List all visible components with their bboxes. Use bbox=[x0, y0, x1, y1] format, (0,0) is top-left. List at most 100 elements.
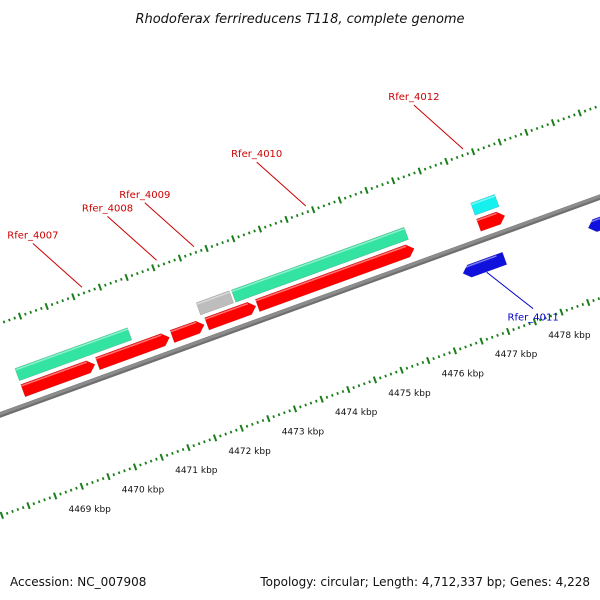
genome-backbone-shadow bbox=[0, 194, 600, 418]
outer-scale-minor-tick bbox=[247, 231, 251, 235]
scale-tick-label: 4477 kbp bbox=[495, 350, 538, 360]
inner-scale-minor-tick bbox=[304, 403, 307, 407]
inner-scale-minor-tick bbox=[544, 316, 547, 320]
inner-scale-major-tick bbox=[346, 385, 351, 394]
outer-scale-minor-tick bbox=[221, 241, 224, 245]
outer-scale-minor-tick bbox=[322, 204, 326, 208]
outer-scale-minor-tick bbox=[274, 221, 278, 225]
feature-highlight bbox=[170, 321, 197, 333]
outer-scale-minor-tick bbox=[386, 181, 390, 185]
feature-highlight bbox=[20, 361, 88, 387]
gene-label: Rfer_4009 bbox=[119, 190, 170, 201]
inner-scale-minor-tick bbox=[549, 314, 553, 318]
inner-scale-minor-tick bbox=[48, 496, 52, 500]
inner-scale-minor-tick bbox=[357, 384, 361, 388]
inner-scale-minor-tick bbox=[368, 380, 371, 384]
inner-scale-minor-tick bbox=[112, 473, 116, 477]
inner-scale-minor-tick bbox=[32, 502, 36, 506]
accession-text: Accession: NC_007908 bbox=[10, 575, 146, 589]
inner-scale-minor-tick bbox=[309, 401, 313, 405]
outer-scale-minor-tick bbox=[455, 155, 459, 160]
inner-scale-minor-tick bbox=[272, 415, 275, 419]
inner-scale-minor-tick bbox=[405, 366, 409, 370]
outer-scale-major-tick bbox=[337, 196, 342, 204]
outer-scale-major-tick bbox=[151, 264, 156, 272]
inner-scale-minor-tick bbox=[16, 507, 20, 512]
inner-scale-minor-tick bbox=[448, 351, 451, 355]
inner-scale-minor-tick bbox=[325, 395, 329, 399]
feature-cds-body bbox=[204, 301, 257, 331]
inner-scale-major-tick bbox=[79, 482, 84, 490]
inner-scale-minor-tick bbox=[197, 442, 201, 446]
outer-scale-minor-tick bbox=[109, 281, 112, 285]
feature-gene-body bbox=[14, 327, 133, 382]
outer-scale-minor-tick bbox=[434, 163, 438, 167]
outer-scale-major-tick bbox=[417, 167, 422, 175]
feature-highlight bbox=[255, 245, 407, 302]
feature-cds-body bbox=[169, 320, 205, 343]
inner-scale-minor-tick bbox=[208, 438, 212, 442]
inner-scale-major-tick bbox=[132, 463, 138, 471]
outer-scale-minor-tick bbox=[215, 243, 219, 247]
gene-label-leader bbox=[413, 104, 464, 150]
outer-scale-major-tick bbox=[124, 273, 129, 282]
outer-scale-minor-tick bbox=[349, 194, 352, 198]
feature-cds-body bbox=[254, 244, 415, 312]
inner-scale-minor-tick bbox=[331, 393, 334, 397]
inner-scale-minor-tick bbox=[341, 389, 345, 394]
inner-scale-major-tick bbox=[186, 443, 191, 452]
inner-scale-minor-tick bbox=[490, 335, 494, 339]
scale-tick-label: 4469 kbp bbox=[68, 505, 111, 515]
inner-scale-minor-tick bbox=[251, 422, 254, 426]
gene-label-leader bbox=[486, 271, 534, 310]
scale-tick-label: 4478 kbp bbox=[548, 331, 591, 341]
inner-scale-major-tick bbox=[53, 492, 58, 500]
gene-label-leader bbox=[256, 161, 307, 207]
outer-scale-minor-tick bbox=[541, 125, 544, 129]
inner-scale-minor-tick bbox=[245, 424, 249, 428]
inner-scale-minor-tick bbox=[192, 444, 196, 448]
outer-scale-minor-tick bbox=[77, 293, 80, 297]
feature-highlight bbox=[586, 217, 600, 224]
outer-scale-minor-tick bbox=[146, 268, 150, 272]
outer-scale-minor-tick bbox=[93, 287, 96, 291]
outer-scale-minor-tick bbox=[567, 115, 571, 119]
inner-scale-minor-tick bbox=[394, 370, 398, 374]
inner-scale-major-tick bbox=[0, 511, 4, 519]
outer-scale-minor-tick bbox=[141, 270, 144, 274]
outer-scale-minor-tick bbox=[162, 262, 166, 266]
feature-gene-body bbox=[230, 226, 409, 303]
inner-scale-minor-tick bbox=[256, 420, 259, 424]
feature-gene-body bbox=[470, 194, 500, 216]
inner-scale-minor-tick bbox=[336, 391, 339, 395]
inner-scale-minor-tick bbox=[229, 430, 233, 434]
summary-text: Topology: circular; Length: 4,712,337 bp… bbox=[259, 575, 590, 589]
outer-scale-major-tick bbox=[177, 254, 183, 262]
feature-highlight bbox=[204, 302, 249, 320]
inner-scale-major-tick bbox=[532, 318, 537, 326]
inner-scale-minor-tick bbox=[277, 413, 281, 417]
inner-scale-minor-tick bbox=[11, 509, 14, 513]
scale-tick-label: 4475 kbp bbox=[388, 389, 431, 399]
gene-label: Rfer_4010 bbox=[231, 149, 282, 160]
inner-scale-minor-tick bbox=[512, 328, 515, 332]
inner-scale-minor-tick bbox=[43, 498, 46, 502]
feature-highlight bbox=[461, 255, 497, 270]
gene-label-leader bbox=[144, 202, 195, 248]
inner-scale-minor-tick bbox=[139, 463, 142, 467]
inner-scale-minor-tick bbox=[522, 324, 526, 328]
outer-scale-minor-tick bbox=[375, 184, 379, 189]
outer-scale-minor-tick bbox=[429, 165, 432, 169]
map-title: Rhodoferax ferrireducens T118, complete … bbox=[135, 12, 464, 27]
inner-scale-minor-tick bbox=[75, 486, 78, 490]
outer-scale-major-tick bbox=[550, 119, 556, 127]
outer-scale-minor-tick bbox=[136, 272, 139, 276]
feature-rev-body bbox=[587, 216, 600, 233]
inner-scale-major-tick bbox=[506, 327, 511, 336]
feature-cds-body bbox=[476, 211, 506, 232]
gene-label-leader bbox=[32, 243, 83, 288]
outer-scale-minor-tick bbox=[210, 244, 214, 249]
outer-scale-minor-tick bbox=[466, 152, 470, 156]
feature-highlight bbox=[470, 195, 496, 206]
